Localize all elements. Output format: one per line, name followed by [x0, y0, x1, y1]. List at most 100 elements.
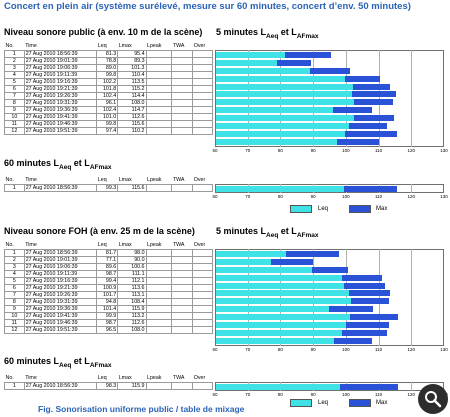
x-tick-label: 100	[342, 347, 350, 352]
row-lpeak	[145, 50, 173, 58]
row-leq: 99.4	[96, 277, 119, 285]
row-number: 6	[4, 284, 25, 292]
row-time: 27 Aug 2010 19:11:39	[23, 71, 98, 79]
table-row: 6 27 Aug 2010 19:21:39 101.8 115.2	[4, 85, 213, 93]
section2-heading: Niveau sonore FOH (à env. 25 m de la scè…	[4, 226, 195, 236]
x-tick-label: 70	[245, 347, 251, 352]
gridline	[280, 50, 282, 147]
table-row: 9 27 Aug 2010 19:36:39 101.4 115.9	[4, 305, 213, 313]
row-over	[192, 249, 213, 257]
row-leq: 101.7	[96, 291, 119, 299]
row-lmax: 114.7	[117, 106, 147, 114]
table-row: 6 27 Aug 2010 19:21:39 100.9 113.6	[4, 284, 213, 292]
section1-summary-heading: 60 minutes LAeq et LAFmax	[4, 158, 112, 171]
row-time: 27 Aug 2010 19:51:39	[23, 127, 98, 135]
row-lpeak	[145, 312, 173, 320]
gridline	[378, 249, 380, 346]
bar-leq	[216, 298, 352, 305]
row-number: 10	[4, 312, 25, 320]
row-number: 1	[4, 184, 25, 192]
row-twa	[171, 92, 194, 100]
row-number: 3	[4, 263, 25, 271]
row-leq: 101.0	[96, 113, 119, 121]
row-twa	[171, 312, 194, 320]
row-number: 5	[4, 277, 25, 285]
row-lpeak	[145, 270, 173, 278]
bar-leq	[216, 75, 346, 82]
row-lpeak	[145, 291, 173, 299]
table-row: 7 27 Aug 2010 19:26:39 102.4 114.4	[4, 92, 213, 100]
row-twa	[171, 57, 194, 65]
row-twa	[171, 78, 194, 86]
row-over	[192, 284, 213, 292]
row-leq: 96.1	[96, 99, 119, 107]
table-row: 12 27 Aug 2010 19:51:39 96.5 108.0	[4, 326, 213, 334]
row-over	[192, 326, 213, 334]
row-over	[192, 298, 213, 306]
row-over	[192, 305, 213, 313]
row-twa	[171, 305, 194, 313]
row-number: 11	[4, 120, 25, 128]
row-leq: 98.7	[96, 319, 119, 327]
row-lpeak	[145, 382, 173, 390]
row-lmax: 112.1	[117, 277, 147, 285]
table-row: 5 27 Aug 2010 19:16:39 102.2 113.5	[4, 78, 213, 86]
bar-leq	[216, 337, 335, 344]
bar-leq	[216, 138, 338, 145]
row-twa	[171, 326, 194, 334]
row-leq: 78.8	[96, 57, 119, 65]
zoom-button[interactable]	[418, 384, 448, 414]
gridline	[411, 382, 413, 391]
gridline	[345, 249, 347, 346]
x-tick-label: 130	[440, 148, 448, 153]
row-twa	[171, 284, 194, 292]
x-tick-label: 70	[245, 148, 251, 153]
legend-max-label: Max	[376, 206, 388, 212]
bar-leq	[216, 274, 342, 281]
x-tick-label: 90	[310, 347, 316, 352]
gridline	[313, 249, 315, 346]
x-tick-label: 100	[342, 194, 350, 199]
legend-max-swatch	[349, 205, 371, 213]
table-header: No. Time Leq Lmax Lpeak TWA Over	[5, 242, 213, 250]
column-header: Lmax	[118, 43, 132, 49]
row-number: 12	[4, 127, 25, 135]
x-tick-label: 80	[277, 148, 283, 153]
row-over	[192, 64, 213, 72]
column-header: Lpeak	[147, 177, 162, 183]
table-row: 2 27 Aug 2010 19:01:39 78.8 89.3	[4, 57, 213, 65]
bar-leq	[216, 383, 341, 390]
x-tick-label: 70	[245, 194, 251, 199]
table-row: 8 27 Aug 2010 19:31:39 96.1 108.0	[4, 99, 213, 107]
row-number: 1	[4, 249, 25, 257]
row-number: 4	[4, 71, 25, 79]
plot-area	[215, 249, 444, 346]
row-over	[192, 106, 213, 114]
column-header: Over	[193, 177, 206, 183]
row-time: 27 Aug 2010 18:56:39	[23, 382, 98, 390]
row-time: 27 Aug 2010 19:46:39	[23, 319, 98, 327]
row-time: 27 Aug 2010 18:56:39	[23, 184, 98, 192]
row-number: 7	[4, 291, 25, 299]
column-header: No.	[5, 43, 14, 49]
bar-leq	[216, 185, 344, 192]
row-lpeak	[145, 85, 173, 93]
row-time: 27 Aug 2010 18:56:39	[23, 50, 98, 58]
row-number: 8	[4, 298, 25, 306]
row-lpeak	[145, 127, 173, 135]
x-tick-label: 110	[374, 148, 383, 153]
gridline	[313, 50, 315, 147]
section1-chart: 60 70 80 90 100 110 120 130	[212, 50, 448, 153]
row-lmax: 115.2	[117, 85, 147, 93]
bar-leq	[216, 250, 286, 257]
figure-caption: Fig. Sonorisation uniforme public / tabl…	[38, 404, 245, 414]
table-row: 3 27 Aug 2010 19:06:39 89.0 101.3	[4, 64, 213, 72]
row-leq: 97.4	[96, 127, 119, 135]
row-lpeak	[145, 326, 173, 334]
table-row: 9 27 Aug 2010 19:36:39 102.4 114.7	[4, 106, 213, 114]
row-time: 27 Aug 2010 19:51:39	[23, 326, 98, 334]
row-lpeak	[145, 113, 173, 121]
row-number: 5	[4, 78, 25, 86]
row-number: 2	[4, 57, 25, 65]
column-header: Time	[25, 375, 37, 381]
